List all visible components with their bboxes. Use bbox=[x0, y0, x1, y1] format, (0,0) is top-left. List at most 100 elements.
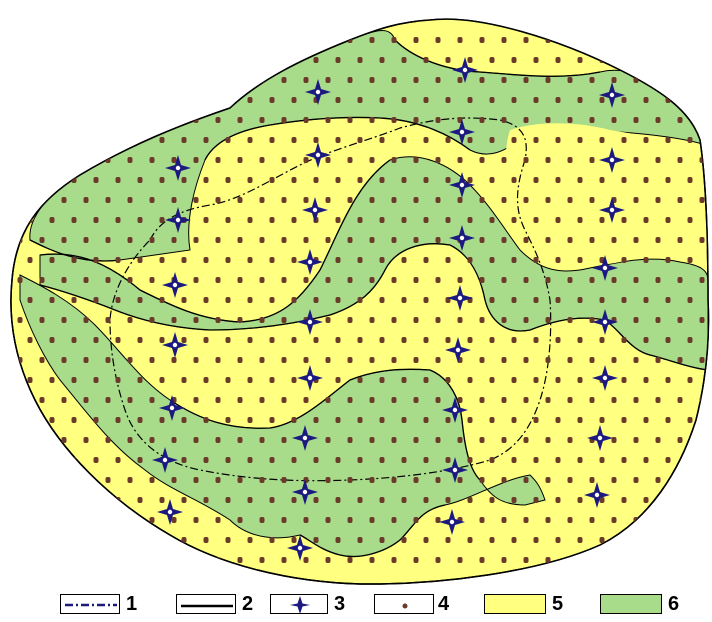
dot-symbol bbox=[93, 457, 99, 463]
dot-symbol bbox=[577, 457, 583, 463]
dot-symbol bbox=[545, 317, 551, 323]
dot-symbol bbox=[203, 217, 209, 223]
dot-symbol bbox=[115, 377, 121, 383]
dot-symbol bbox=[633, 557, 639, 563]
dot-symbol bbox=[237, 237, 243, 243]
dot-symbol bbox=[17, 117, 23, 123]
dot-symbol bbox=[435, 277, 441, 283]
dot-symbol bbox=[379, 337, 385, 343]
dot-symbol bbox=[325, 317, 331, 323]
dot-symbol bbox=[665, 297, 671, 303]
dot-symbol bbox=[699, 357, 705, 363]
dot-symbol bbox=[291, 137, 297, 143]
dot-symbol bbox=[567, 437, 573, 443]
dot-symbol bbox=[501, 477, 507, 483]
dot-symbol bbox=[93, 57, 99, 63]
dot-symbol bbox=[225, 457, 231, 463]
dot-symbol bbox=[171, 477, 177, 483]
dot-symbol bbox=[237, 317, 243, 323]
dot-symbol bbox=[643, 97, 649, 103]
dot-symbol bbox=[171, 437, 177, 443]
dot-symbol bbox=[523, 237, 529, 243]
dot-symbol bbox=[633, 317, 639, 323]
star-center bbox=[175, 165, 181, 171]
dot-symbol bbox=[105, 357, 111, 363]
dot-symbol bbox=[149, 237, 155, 243]
dot-symbol bbox=[501, 437, 507, 443]
dot-symbol bbox=[467, 457, 473, 463]
dot-symbol bbox=[237, 397, 243, 403]
dot-symbol bbox=[511, 497, 517, 503]
dot-symbol bbox=[501, 197, 507, 203]
dot-symbol bbox=[391, 37, 397, 43]
dot-symbol bbox=[93, 137, 99, 143]
dot-symbol bbox=[489, 457, 495, 463]
dot-symbol bbox=[203, 497, 209, 503]
dot-symbol bbox=[49, 257, 55, 263]
dot-symbol bbox=[137, 97, 143, 103]
dot-symbol bbox=[269, 497, 275, 503]
dot-symbol bbox=[39, 317, 45, 323]
dot-symbol bbox=[203, 297, 209, 303]
dot-symbol bbox=[83, 77, 89, 83]
dot-symbol bbox=[391, 237, 397, 243]
dot-symbol bbox=[379, 297, 385, 303]
dot-symbol bbox=[181, 177, 187, 183]
dot-symbol bbox=[489, 57, 495, 63]
dot-symbol bbox=[545, 237, 551, 243]
dot-symbol bbox=[71, 137, 77, 143]
dot-symbol bbox=[545, 397, 551, 403]
dot-symbol bbox=[237, 557, 243, 563]
dot-symbol bbox=[181, 57, 187, 63]
dot-symbol bbox=[379, 377, 385, 383]
dot-symbol bbox=[545, 517, 551, 523]
dot-symbol bbox=[611, 437, 617, 443]
dot-symbol bbox=[599, 337, 605, 343]
dot-symbol bbox=[281, 477, 287, 483]
dot-symbol bbox=[259, 277, 265, 283]
dot-symbol bbox=[621, 457, 627, 463]
dot-symbol bbox=[523, 557, 529, 563]
dot-symbol bbox=[523, 37, 529, 43]
dot-symbol bbox=[71, 257, 77, 263]
dot-symbol bbox=[247, 257, 253, 263]
dot-symbol bbox=[115, 337, 121, 343]
dot-symbol bbox=[545, 477, 551, 483]
dot-symbol bbox=[291, 57, 297, 63]
dot-symbol bbox=[237, 197, 243, 203]
dot-symbol bbox=[523, 397, 529, 403]
dot-symbol bbox=[347, 557, 353, 563]
dot-symbol bbox=[127, 117, 133, 123]
legend-item-1: 1 bbox=[60, 592, 168, 618]
dot-symbol bbox=[303, 237, 309, 243]
dot-symbol bbox=[181, 297, 187, 303]
dot-symbol bbox=[633, 37, 639, 43]
dot-symbol bbox=[93, 377, 99, 383]
dot-symbol bbox=[379, 177, 385, 183]
dot-symbol bbox=[457, 317, 463, 323]
dot-symbol bbox=[127, 397, 133, 403]
dot-symbol bbox=[281, 557, 287, 563]
dot-symbol bbox=[39, 237, 45, 243]
dot-symbol bbox=[193, 477, 199, 483]
dot-symbol bbox=[83, 357, 89, 363]
dot-symbol bbox=[577, 537, 583, 543]
dot-symbol bbox=[665, 217, 671, 223]
dot-symbol bbox=[303, 277, 309, 283]
dot-symbol bbox=[357, 217, 363, 223]
dot-symbol bbox=[303, 117, 309, 123]
dot-symbol bbox=[643, 457, 649, 463]
dot-symbol bbox=[137, 377, 143, 383]
dot-symbol bbox=[137, 457, 143, 463]
dot-symbol bbox=[27, 57, 33, 63]
dot-symbol bbox=[269, 377, 275, 383]
dot-symbol bbox=[247, 57, 253, 63]
dot-symbol bbox=[347, 477, 353, 483]
dot-symbol bbox=[413, 77, 419, 83]
dot-symbol bbox=[335, 297, 341, 303]
legend-item-2: 2 bbox=[176, 592, 276, 618]
dot-symbol bbox=[413, 197, 419, 203]
dot-symbol bbox=[589, 397, 595, 403]
dot-symbol bbox=[269, 297, 275, 303]
map-legend: 1 2 3 4 5 6 bbox=[0, 590, 712, 622]
